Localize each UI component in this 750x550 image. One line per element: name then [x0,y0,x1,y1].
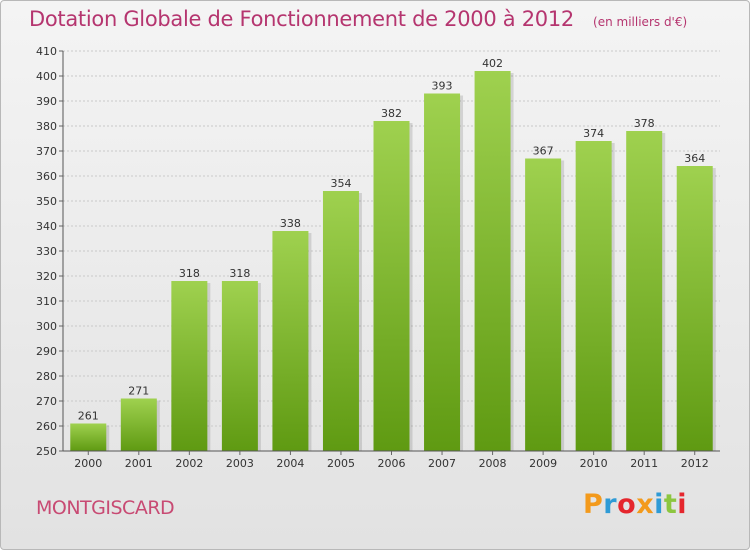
data-label: 367 [533,145,554,158]
logo-letter: r [603,489,618,520]
bar [575,141,612,451]
y-tick-label: 370 [36,145,57,158]
y-tick-label: 270 [36,395,57,408]
chart-title: Dotation Globale de Fonctionnement de 20… [29,7,574,31]
y-tick-label: 350 [36,195,57,208]
x-tick-label: 2003 [226,457,254,470]
bar [272,231,309,451]
x-tick-label: 2007 [428,457,456,470]
logo-letter: x [636,489,655,520]
logo-letter: t [663,489,678,520]
bar [525,158,562,451]
y-tick-label: 310 [36,295,57,308]
data-label: 393 [432,80,453,93]
bar [171,281,208,451]
x-tick-label: 2006 [378,457,406,470]
y-tick-label: 250 [36,445,57,458]
bar [676,166,713,451]
proxiti-logo: Proxiti [583,489,687,520]
y-tick-label: 290 [36,345,57,358]
bar [120,398,157,451]
y-tick-label: 390 [36,95,57,108]
data-label: 378 [634,117,655,130]
title-row: Dotation Globale de Fonctionnement de 20… [29,7,687,31]
y-tick-label: 340 [36,220,57,233]
x-tick-label: 2011 [630,457,658,470]
y-tick-label: 300 [36,320,57,333]
x-tick-label: 2008 [479,457,507,470]
y-tick-label: 260 [36,420,57,433]
data-label: 261 [78,410,99,423]
commune-name: MONTGISCARD [36,497,175,519]
x-tick-label: 2012 [681,457,709,470]
y-tick-label: 380 [36,120,57,133]
data-label: 382 [381,107,402,120]
data-label: 374 [583,127,604,140]
x-tick-label: 2005 [327,457,355,470]
x-tick-label: 2000 [74,457,102,470]
logo-letter: i [677,489,688,520]
data-label: 271 [128,385,149,398]
x-tick-label: 2004 [276,457,304,470]
y-tick-label: 280 [36,370,57,383]
data-label: 318 [229,267,250,280]
y-tick-label: 410 [36,45,57,58]
bar [626,131,663,451]
x-tick-label: 2010 [580,457,608,470]
chart-unit: (en milliers d'€) [593,15,688,29]
bars: 261 271 318 318 338 354 382 393 402 367 374 378 364 [70,57,716,451]
y-tick-label: 320 [36,270,57,283]
logo-letter: P [583,489,604,520]
data-label: 318 [179,267,200,280]
bar [373,121,410,451]
bar [322,191,359,451]
bar [474,71,511,451]
data-label: 338 [280,217,301,230]
data-label: 364 [684,152,705,165]
y-tick-label: 360 [36,170,57,183]
bar [70,423,107,451]
bar [424,93,461,451]
data-label: 354 [330,177,351,190]
bar [221,281,258,451]
logo-letter: o [617,489,637,520]
y-tick-label: 400 [36,70,57,83]
x-tick-label: 2001 [125,457,153,470]
x-tick-label: 2002 [175,457,203,470]
x-tick-label: 2009 [529,457,557,470]
logo-letter: i [654,489,664,520]
axes: 250 260 270 280 290 300 310 320 330 340 350 360 370 3… [36,45,720,470]
y-tick-label: 330 [36,245,57,258]
data-label: 402 [482,57,503,70]
